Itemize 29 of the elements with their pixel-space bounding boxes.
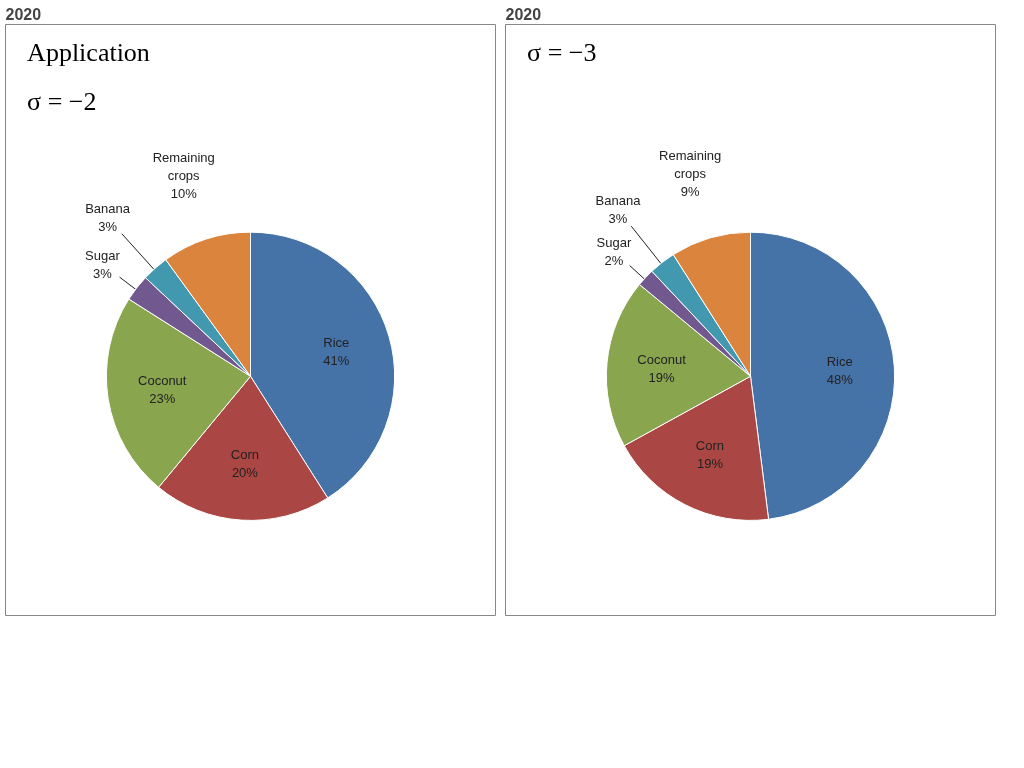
text: σ = −2 — [27, 87, 97, 117]
data-label: 23% — [149, 391, 176, 407]
slice-label: Corn — [230, 446, 259, 462]
text: Application — [27, 38, 150, 68]
slice-label: Remaining crops — [152, 150, 215, 184]
slice-label: Rice — [826, 354, 853, 370]
data-label: 2% — [604, 252, 624, 268]
chart-title: 2020 — [505, 5, 542, 23]
data-label: 20% — [231, 464, 259, 480]
slice-label: Sugar — [596, 234, 632, 250]
slice-label: Banana — [85, 201, 131, 217]
slice-label: Coconut — [138, 373, 187, 389]
slice-label: Banana — [595, 193, 642, 209]
slice-label: Sugar — [85, 247, 121, 263]
data-label: 3% — [98, 219, 118, 235]
chart-title: 2020 — [5, 5, 42, 23]
slice-label: Corn — [695, 437, 725, 453]
text: σ = −3 — [527, 38, 597, 68]
slice-label: Rice — [323, 335, 350, 351]
data-label: 41% — [323, 353, 350, 369]
data-label: 10% — [170, 186, 198, 202]
slice-label: Remaining crops — [659, 148, 722, 182]
data-label: 3% — [93, 265, 113, 281]
data-label: 9% — [680, 184, 701, 200]
slice-label: Coconut — [637, 351, 687, 367]
data-label: 48% — [826, 372, 854, 388]
data-label: 3% — [608, 211, 628, 227]
data-label: 19% — [696, 455, 724, 471]
data-label: 19% — [648, 369, 675, 385]
